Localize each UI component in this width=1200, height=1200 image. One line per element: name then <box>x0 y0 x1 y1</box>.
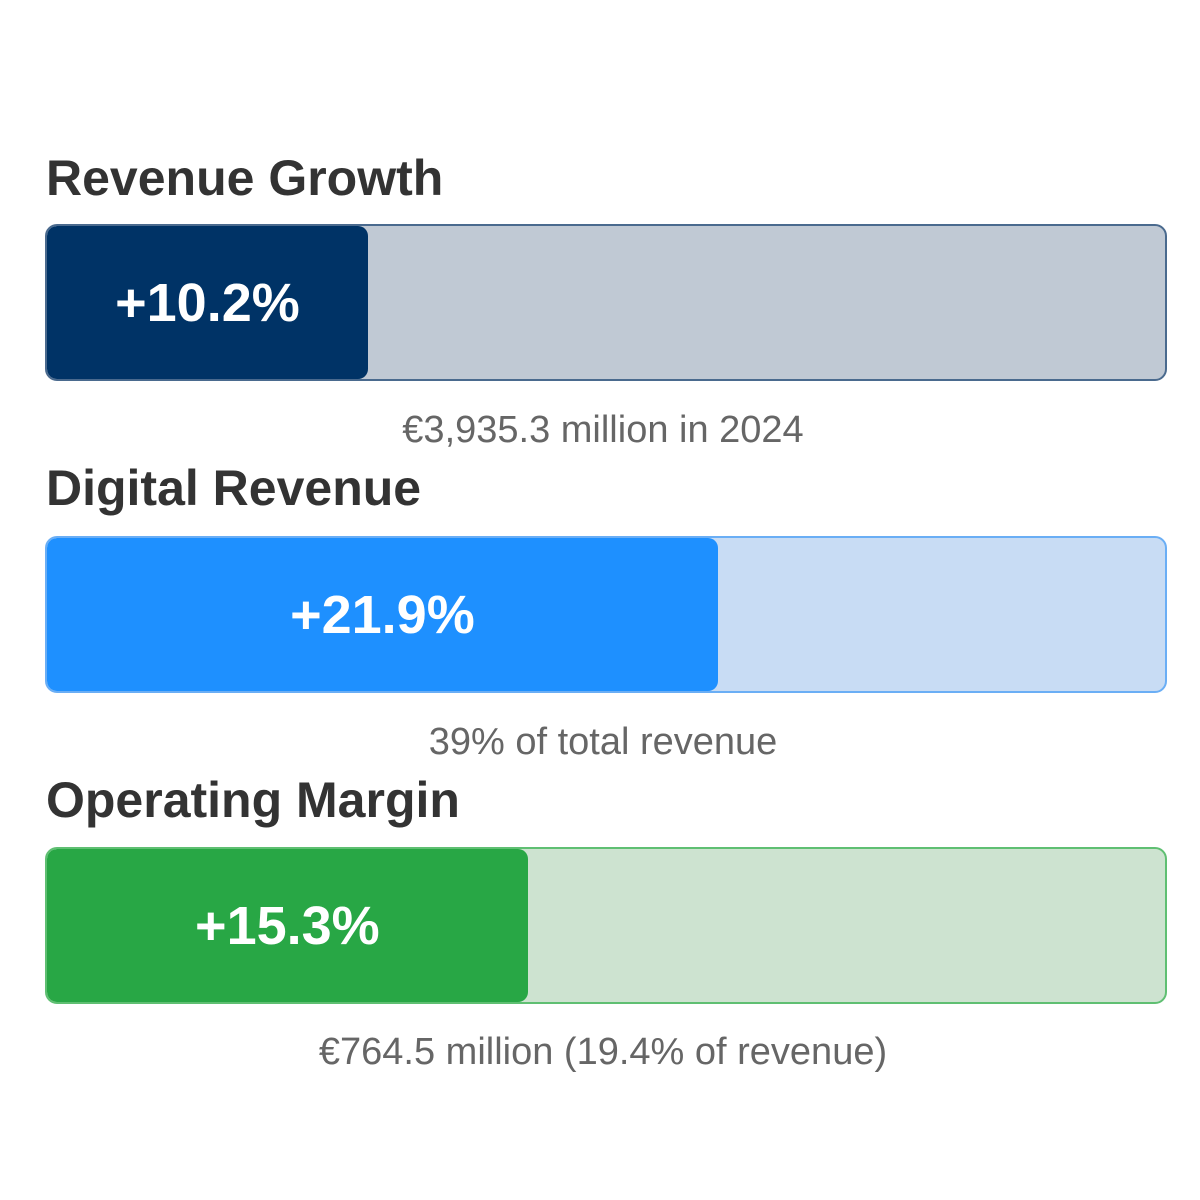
metric-title: Operating Margin <box>46 772 460 828</box>
progress-fill: +15.3% <box>47 849 528 1002</box>
metric-title: Digital Revenue <box>46 460 422 516</box>
metric-caption: 39% of total revenue <box>428 721 778 763</box>
progress-track: +10.2% <box>45 224 1167 381</box>
progress-track: +15.3% <box>45 847 1167 1004</box>
metric-caption: €3,935.3 million in 2024 <box>402 409 804 451</box>
metric-value: +10.2% <box>115 272 300 333</box>
progress-track: +21.9% <box>45 536 1167 693</box>
metric-value: +15.3% <box>195 895 380 956</box>
progress-fill: +10.2% <box>47 226 368 379</box>
metric-caption: €764.5 million (19.4% of revenue) <box>318 1031 888 1073</box>
metric-title: Revenue Growth <box>46 150 444 206</box>
progress-fill: +21.9% <box>47 538 718 691</box>
metric-value: +21.9% <box>290 584 475 645</box>
